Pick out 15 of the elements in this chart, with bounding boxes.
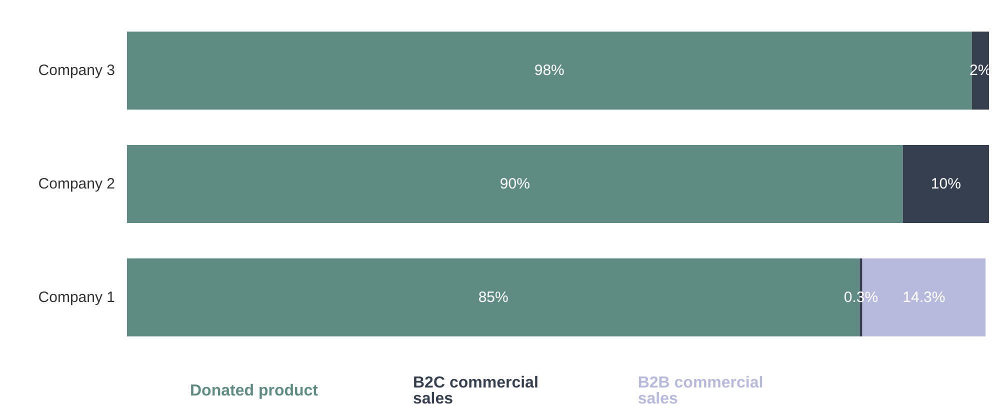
data-label: 14.3%: [902, 288, 946, 306]
y-tick-label: Company 3: [38, 62, 115, 80]
bar: [127, 32, 972, 110]
text: Donated product: [190, 382, 319, 400]
text: B2C commercial sales: [412, 374, 543, 408]
data-label: 98%: [534, 62, 564, 80]
bar: [902, 145, 989, 223]
text: B2B commercial sales: [638, 374, 768, 408]
bar: [972, 32, 989, 110]
y-tick-label: Company 2: [38, 176, 115, 192]
y-tick-label: Company 1: [38, 288, 115, 306]
data-label: 85%: [478, 288, 508, 306]
bar: [127, 145, 903, 223]
data-label: 10%: [930, 176, 961, 192]
data-label: 90%: [500, 176, 530, 192]
